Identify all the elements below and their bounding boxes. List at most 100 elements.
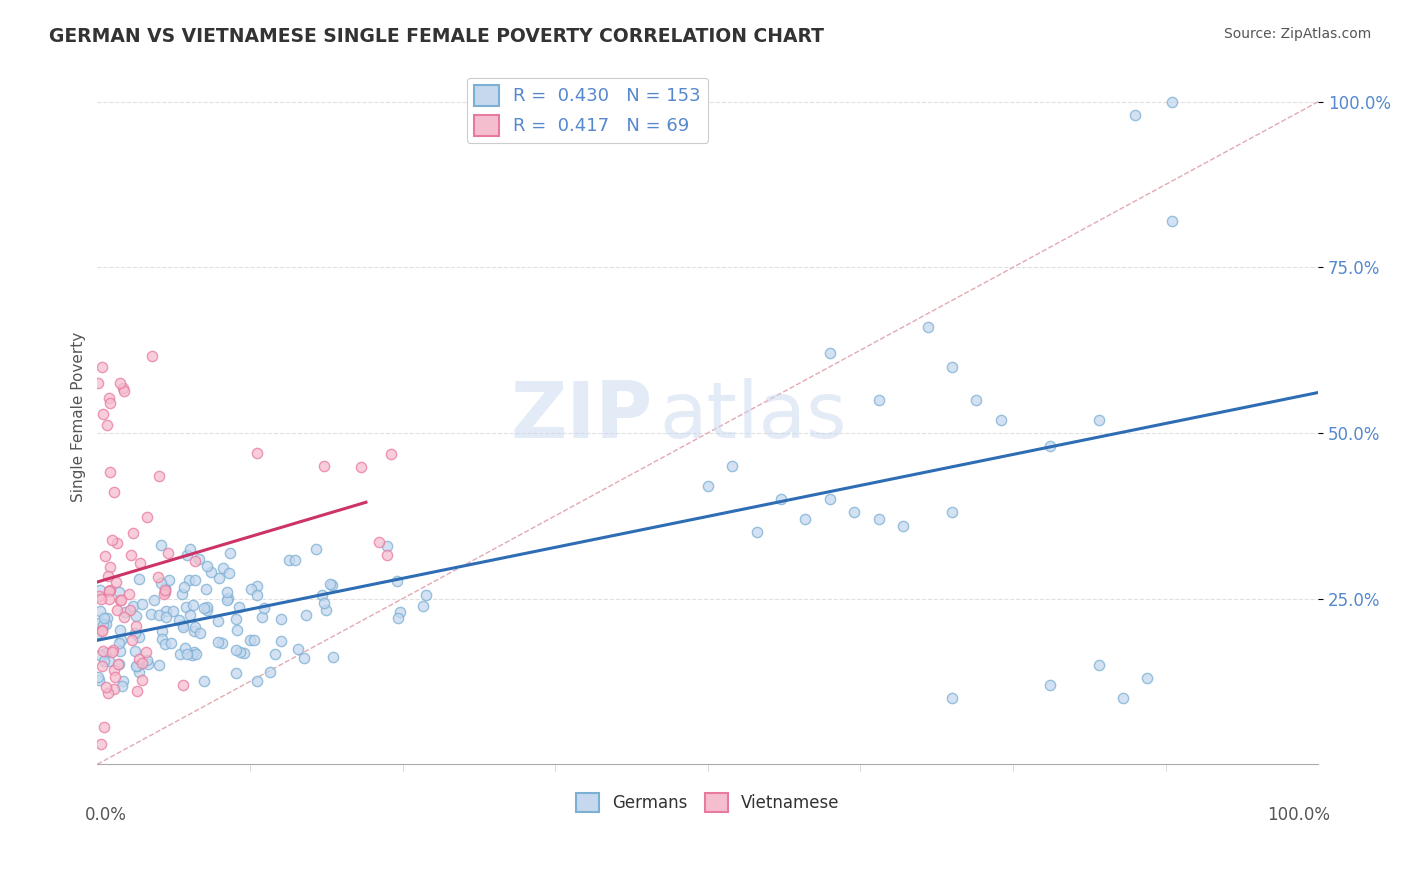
Point: [259, 665, 281, 680]
Point: [375, 548, 398, 562]
Point: [128, 630, 150, 644]
Point: [153, 582, 176, 597]
Text: 0.0%: 0.0%: [86, 806, 127, 824]
Point: [98, 655, 121, 669]
Point: [87, 673, 110, 687]
Point: [246, 579, 269, 593]
Point: [94, 617, 117, 632]
Point: [149, 576, 172, 591]
Point: [1087, 413, 1109, 427]
Point: [188, 626, 211, 640]
Point: [93, 720, 115, 734]
Point: [155, 584, 177, 599]
Point: [229, 645, 252, 659]
Point: [98, 396, 121, 410]
Text: atlas: atlas: [659, 378, 846, 454]
Point: [97, 685, 120, 699]
Point: [148, 657, 170, 672]
Point: [108, 636, 131, 650]
Point: [1136, 671, 1159, 685]
Point: [110, 376, 132, 390]
Point: [108, 592, 131, 607]
Point: [87, 376, 110, 391]
Point: [264, 647, 287, 661]
Text: 100.0%: 100.0%: [1267, 806, 1330, 824]
Point: [169, 647, 191, 661]
Point: [368, 534, 391, 549]
Point: [322, 650, 344, 665]
Point: [818, 346, 841, 360]
Point: [103, 485, 125, 500]
Point: [965, 392, 987, 407]
Point: [218, 566, 240, 581]
Point: [172, 586, 194, 600]
Point: [89, 648, 111, 662]
Point: [121, 632, 143, 647]
Point: [124, 644, 146, 658]
Point: [193, 601, 215, 615]
Point: [349, 460, 371, 475]
Point: [111, 679, 134, 693]
Point: [96, 611, 118, 625]
Text: Source: ZipAtlas.com: Source: ZipAtlas.com: [1223, 27, 1371, 41]
Point: [94, 646, 117, 660]
Point: [232, 646, 254, 660]
Point: [195, 559, 218, 574]
Point: [118, 603, 141, 617]
Point: [228, 599, 250, 614]
Point: [135, 652, 157, 666]
Point: [195, 603, 218, 617]
Point: [941, 506, 963, 520]
Point: [239, 582, 262, 596]
Point: [250, 610, 273, 624]
Point: [108, 623, 131, 637]
Point: [135, 645, 157, 659]
Point: [314, 458, 336, 473]
Point: [150, 632, 173, 646]
Point: [415, 588, 437, 602]
Point: [131, 673, 153, 687]
Point: [177, 574, 200, 588]
Point: [91, 644, 114, 658]
Point: [917, 320, 939, 334]
Point: [122, 599, 145, 614]
Point: [97, 584, 120, 599]
Point: [90, 738, 112, 752]
Point: [215, 585, 238, 599]
Point: [148, 469, 170, 483]
Point: [89, 604, 111, 618]
Point: [246, 446, 269, 460]
Point: [212, 561, 235, 575]
Point: [1039, 439, 1062, 453]
Text: GERMAN VS VIETNAMESE SINGLE FEMALE POVERTY CORRELATION CHART: GERMAN VS VIETNAMESE SINGLE FEMALE POVER…: [49, 27, 824, 45]
Point: [211, 636, 233, 650]
Point: [153, 637, 176, 651]
Point: [98, 560, 121, 574]
Point: [287, 641, 309, 656]
Point: [105, 575, 128, 590]
Point: [129, 556, 152, 570]
Point: [101, 644, 124, 658]
Point: [153, 583, 176, 598]
Point: [380, 447, 402, 461]
Point: [89, 582, 111, 597]
Point: [136, 509, 159, 524]
Point: [167, 613, 190, 627]
Point: [91, 624, 114, 639]
Point: [157, 573, 180, 587]
Point: [215, 592, 238, 607]
Point: [174, 600, 197, 615]
Point: [183, 645, 205, 659]
Point: [891, 518, 914, 533]
Point: [217, 591, 239, 606]
Point: [127, 658, 149, 673]
Point: [141, 349, 163, 363]
Point: [131, 656, 153, 670]
Point: [218, 546, 240, 560]
Point: [184, 647, 207, 661]
Point: [187, 552, 209, 566]
Point: [107, 657, 129, 671]
Point: [101, 533, 124, 547]
Point: [270, 633, 292, 648]
Point: [139, 607, 162, 621]
